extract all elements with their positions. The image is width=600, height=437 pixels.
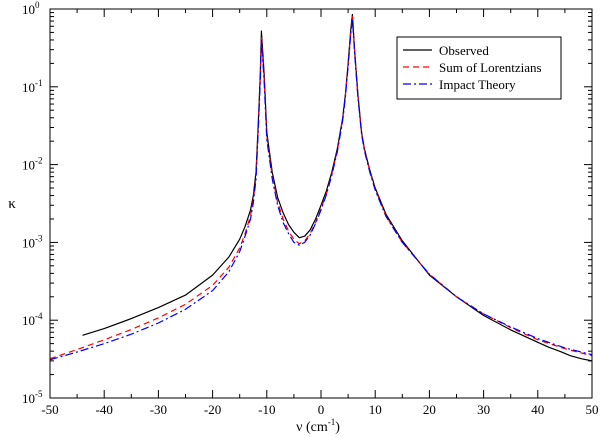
y-tick-label: 100: [22, 0, 40, 17]
x-axis-label-base: ν (cm: [296, 420, 328, 435]
series-line-impact-theory: [49, 18, 593, 361]
x-axis-label-unit-exponent: -1: [328, 417, 336, 427]
x-tick-label: 40: [531, 402, 544, 417]
y-tick-label: 10-3: [22, 233, 43, 250]
x-tick-label: -20: [204, 402, 221, 417]
x-axis: -50 -40 -30 -20 -10 0 10 20 30 40 50: [41, 9, 599, 417]
y-tick-label: 10-2: [22, 156, 43, 173]
x-tick-label: -40: [96, 402, 113, 417]
series-line-sum-of-lorentzians: [49, 15, 593, 360]
x-tick-label: 30: [477, 402, 490, 417]
legend-label-sum-of-lorentzians: Sum of Lorentzians: [439, 60, 542, 75]
y-axis: 10-5 10-4 10-3 10-2 10-1 100: [22, 0, 592, 406]
x-tick-label: 10: [369, 402, 382, 417]
y-axis-label: κ: [8, 196, 16, 212]
y-tick-label: 10-5: [22, 389, 43, 406]
x-axis-label: ν (cm-1): [296, 417, 340, 435]
x-tick-label: 0: [318, 402, 325, 417]
x-tick-label: 20: [423, 402, 436, 417]
series-layer: [49, 13, 593, 362]
x-tick-label: -50: [41, 402, 58, 417]
y-tick-label: 10-4: [22, 311, 43, 328]
legend-label-observed: Observed: [439, 43, 489, 58]
y-tick-label: 10-1: [22, 78, 43, 95]
x-tick-label: -30: [150, 402, 167, 417]
legend-label-impact-theory: Impact Theory: [439, 77, 516, 92]
legend-box: [396, 36, 562, 100]
x-tick-label: 50: [586, 402, 599, 417]
x-axis-label-close: ): [335, 420, 340, 435]
x-tick-label: -10: [258, 402, 275, 417]
legend: Observed Sum of Lorentzians Impact Theor…: [396, 36, 562, 100]
